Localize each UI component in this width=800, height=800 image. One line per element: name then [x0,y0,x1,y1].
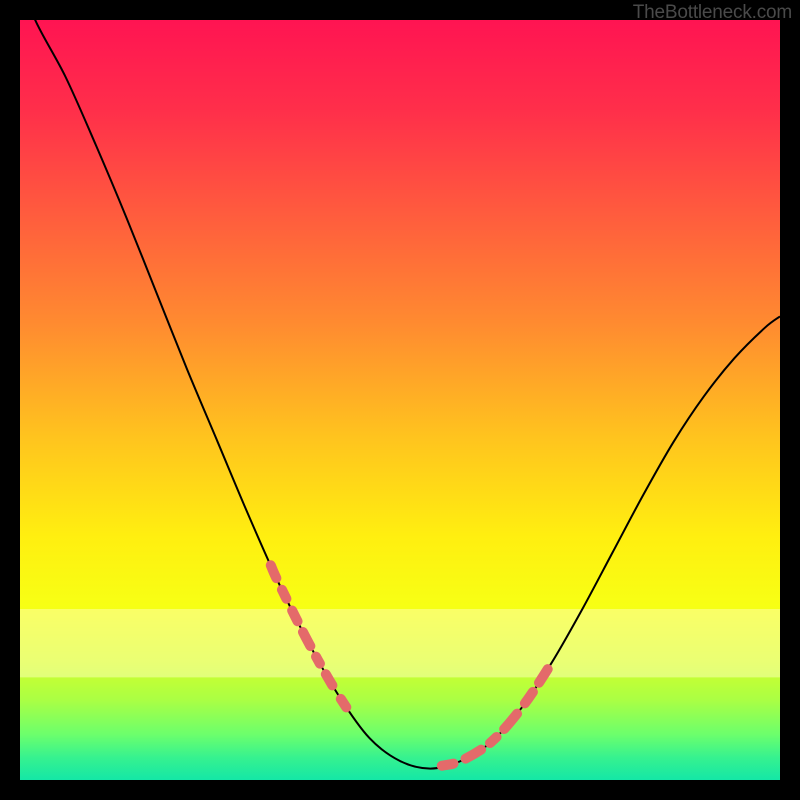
chart-svg [0,0,800,800]
chart-frame: TheBottleneck.com [0,0,800,800]
pale-band [20,609,780,677]
watermark-text: TheBottleneck.com [633,2,792,24]
